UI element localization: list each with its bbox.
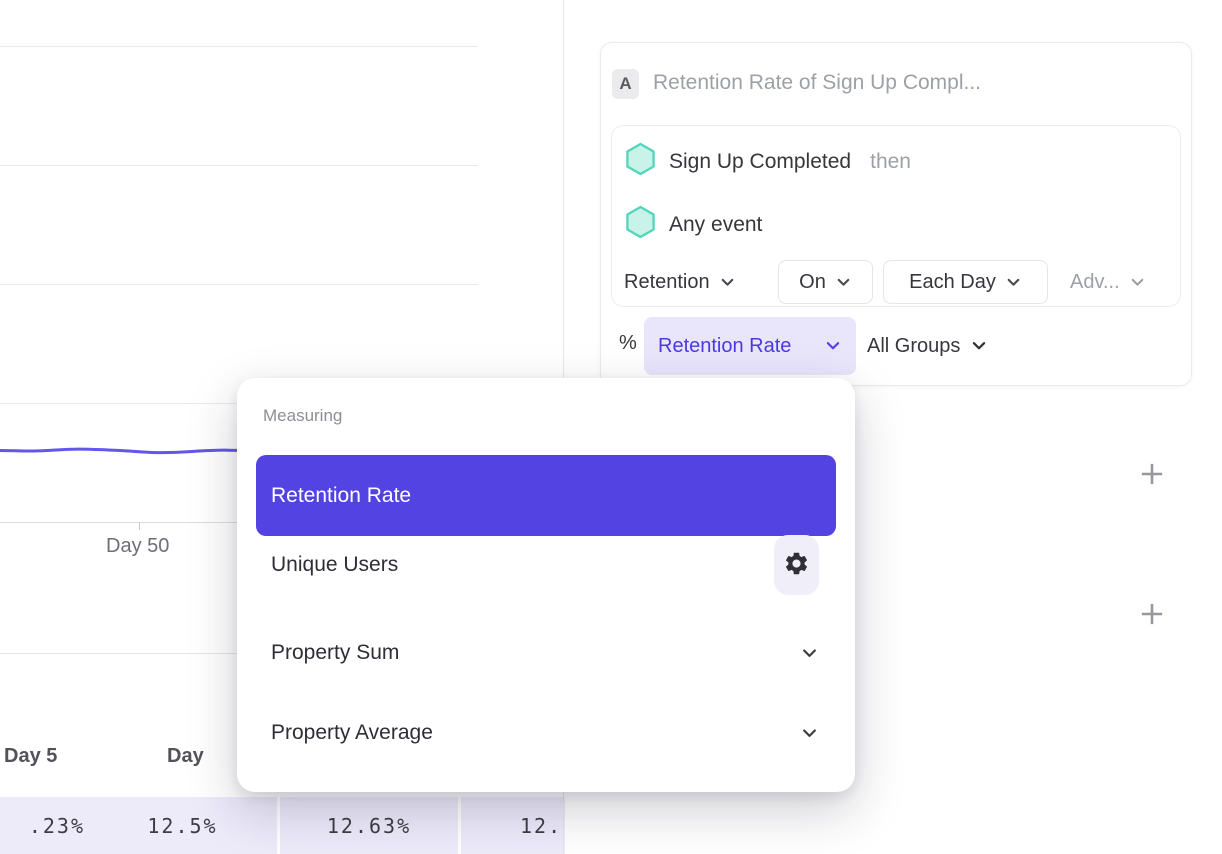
- menu-header: Measuring: [263, 406, 343, 425]
- retention-controls-row: Retention On Each Day: [612, 260, 1180, 304]
- hexagon-event-icon: [625, 205, 656, 244]
- chevron-down-icon: [970, 337, 988, 355]
- menu-item-retention-rate[interactable]: Retention Rate: [256, 455, 836, 536]
- measure-row: % Retention Rate All Groups: [601, 317, 1191, 377]
- measure-dropdown-open[interactable]: Retention Rate: [644, 317, 856, 375]
- add-filter-button[interactable]: [1137, 600, 1167, 630]
- event-name[interactable]: Sign Up Completed: [669, 149, 852, 173]
- event-name[interactable]: Any event: [669, 212, 763, 236]
- hexagon-event-icon: [625, 142, 656, 181]
- chevron-down-icon: [1005, 274, 1022, 291]
- metric-title[interactable]: Retention Rate of Sign Up Compl...: [653, 71, 982, 94]
- event-step-row[interactable]: Any event: [625, 205, 762, 244]
- percent-symbol: %: [619, 332, 637, 354]
- advanced-label: Adv...: [1070, 270, 1120, 293]
- chevron-down-icon: [800, 724, 819, 743]
- gridline: [0, 284, 478, 285]
- menu-item-label: Property Average: [271, 721, 433, 744]
- table-header-day5: Day 5: [4, 745, 58, 767]
- groups-dropdown[interactable]: All Groups: [867, 317, 988, 375]
- measure-label: Retention Rate: [658, 334, 792, 357]
- chevron-down-icon: [824, 337, 842, 355]
- groups-label: All Groups: [867, 334, 961, 357]
- measuring-menu: Measuring Retention Rate Unique Users Pr…: [237, 378, 855, 792]
- on-dropdown-button[interactable]: On: [778, 260, 873, 304]
- gridline: [0, 46, 478, 47]
- event-step-row[interactable]: Sign Up Completed then: [625, 142, 911, 181]
- event-steps-card: Sign Up Completed then Any event Retenti…: [611, 125, 1181, 307]
- x-axis-label: Day 50: [106, 535, 170, 557]
- event-suffix: then: [870, 149, 911, 173]
- unique-users-settings-button[interactable]: [774, 535, 819, 595]
- retention-cell[interactable]: 12.63%: [280, 797, 458, 854]
- retention-type-label: Retention: [624, 270, 710, 293]
- interval-label: Each Day: [909, 270, 996, 293]
- plus-icon: [1137, 459, 1167, 492]
- query-builder-card: A Retention Rate of Sign Up Compl... Sig…: [600, 42, 1192, 386]
- chevron-down-icon: [719, 274, 736, 291]
- chevron-down-icon: [800, 644, 819, 663]
- metric-badge-a[interactable]: A: [612, 69, 639, 99]
- on-label: On: [799, 270, 826, 293]
- menu-item-property-average[interactable]: Property Average: [256, 704, 836, 762]
- gridline: [0, 165, 478, 166]
- menu-item-unique-users[interactable]: Unique Users: [256, 522, 836, 608]
- gear-icon: [783, 550, 810, 580]
- advanced-dropdown[interactable]: Adv...: [1070, 260, 1146, 304]
- menu-item-label: Property Sum: [271, 641, 400, 664]
- interval-dropdown-button[interactable]: Each Day: [883, 260, 1048, 304]
- menu-item-label: Unique Users: [271, 553, 399, 576]
- add-metric-button[interactable]: [1137, 460, 1167, 490]
- menu-item-property-sum[interactable]: Property Sum: [256, 624, 836, 682]
- retention-cell[interactable]: 12.: [461, 797, 565, 854]
- x-axis-tick: [139, 522, 140, 530]
- plus-icon: [1137, 599, 1167, 632]
- retention-type-dropdown[interactable]: Retention: [624, 260, 736, 304]
- chevron-down-icon: [1129, 274, 1146, 291]
- retention-cell[interactable]: 12.5%: [88, 797, 277, 854]
- chevron-down-icon: [835, 274, 852, 291]
- table-header-day: Day: [167, 745, 204, 767]
